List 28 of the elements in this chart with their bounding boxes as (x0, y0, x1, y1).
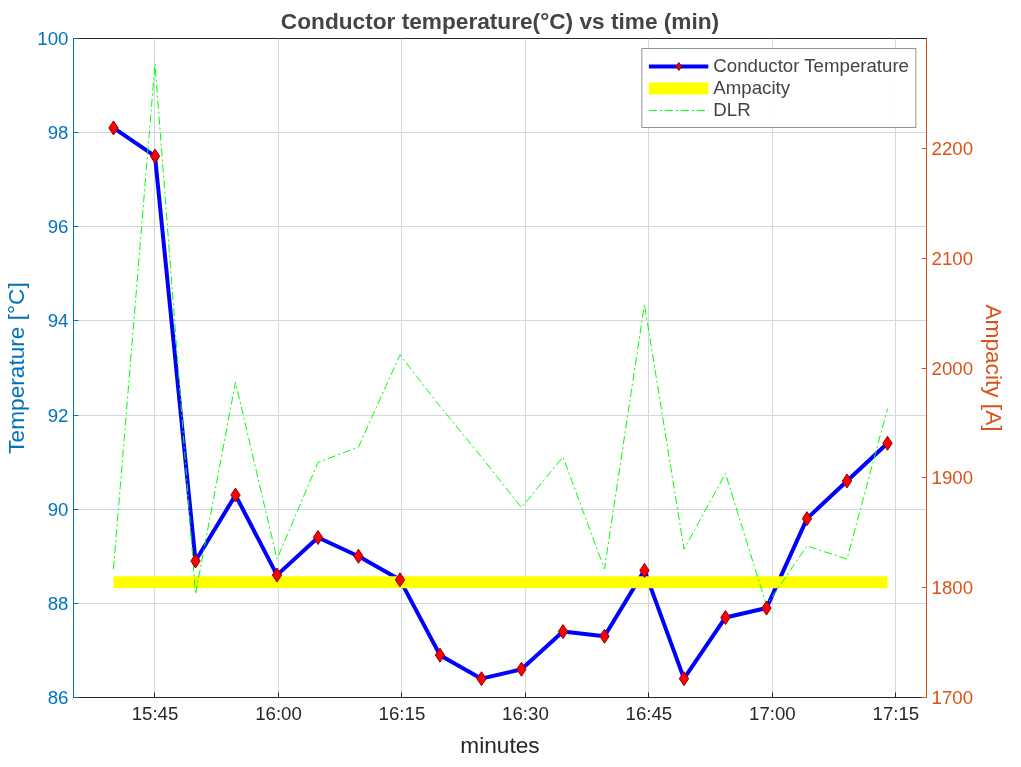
y2-tick-label: 2000 (931, 357, 974, 379)
x-tick-label: 16:15 (378, 702, 426, 724)
x-tick-label: 16:30 (502, 702, 549, 724)
x-tick-label: 16:45 (625, 702, 673, 724)
y2-tick-label: 2100 (931, 247, 974, 269)
y-tick-label: 86 (47, 687, 69, 708)
legend-label: DLR (713, 99, 751, 121)
y2-tick-label: 2200 (931, 137, 974, 159)
legend-label: Conductor Temperature (713, 55, 909, 77)
y-tick-label: 92 (47, 404, 69, 426)
y-tick-label: 94 (47, 310, 69, 332)
y2-tick-label: 1900 (931, 467, 974, 489)
y-tick-label: 96 (47, 216, 69, 238)
y2-axis-title: Ampacity [A] (981, 304, 1007, 432)
x-tick-label: 15:45 (131, 702, 179, 724)
x-axis-title: minutes (460, 731, 540, 758)
y-tick-label: 88 (47, 592, 69, 614)
y-tick-label: 100 (37, 28, 69, 49)
x-tick-label: 16:00 (255, 702, 302, 724)
legend-label: Ampacity (713, 77, 791, 99)
x-tick-label: 17:00 (749, 702, 796, 724)
y-tick-label: 90 (47, 498, 69, 520)
y2-tick-label: 1700 (931, 687, 974, 708)
chart-title: Conductor temperature(°C) vs time (min) (280, 7, 720, 34)
y-tick-label: 98 (47, 122, 69, 144)
y2-tick-label: 1800 (931, 577, 974, 599)
x-tick-label: 17:15 (872, 702, 920, 724)
y-axis-title: Temperature [°C] (3, 282, 30, 454)
